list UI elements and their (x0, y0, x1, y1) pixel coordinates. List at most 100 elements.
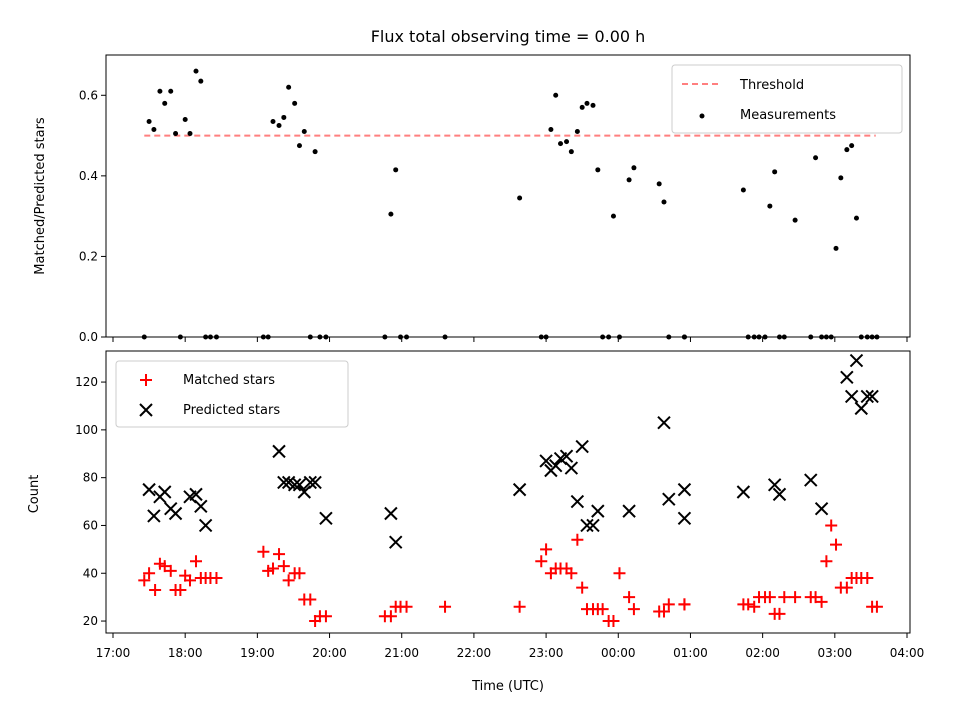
matched-star-point (535, 555, 548, 568)
measurement-point (296, 143, 302, 149)
top-y-tick-label: 0.4 (79, 169, 98, 183)
x-tick-label: 01:00 (673, 646, 708, 660)
x-tick-label: 02:00 (745, 646, 780, 660)
legend-predicted-swatch (139, 403, 153, 417)
predicted-star-point (158, 485, 172, 499)
measurement-point (517, 195, 523, 201)
x-tick-label: 00:00 (601, 646, 636, 660)
predicted-star-point (297, 485, 311, 499)
predicted-star-point (292, 478, 307, 492)
measurement-point (849, 143, 855, 149)
matched-star-point (267, 562, 280, 575)
predicted-star-point (287, 478, 302, 492)
measurement-point (833, 245, 839, 251)
measurement-point (276, 123, 282, 128)
measurement-point (548, 127, 554, 133)
matched-star-point (158, 560, 171, 573)
x-tick-label: 17:00 (96, 646, 131, 660)
measurement-point (558, 141, 564, 147)
matched-star-point (763, 591, 776, 604)
predicted-star-point (814, 502, 829, 516)
predicted-star-point (319, 511, 333, 525)
matched-star-point (861, 572, 874, 585)
measurement-point (813, 155, 819, 161)
measurement-point (568, 149, 574, 155)
legend-measurements-label: Measurements (740, 108, 836, 123)
x-tick-label: 19:00 (240, 646, 275, 660)
measurement-point (656, 181, 662, 187)
measurement-point (838, 175, 844, 181)
measurement-point (286, 84, 292, 90)
measurement-point (740, 187, 746, 193)
predicted-star-point (804, 473, 818, 487)
legend-threshold-label: Threshold (739, 78, 804, 93)
predicted-star-point (570, 494, 585, 509)
matched-star-point (164, 564, 177, 577)
matched-star-point (293, 567, 306, 580)
predicted-star-point (308, 475, 322, 490)
x-tick-label: 21:00 (384, 646, 419, 660)
matched-star-point (571, 533, 584, 546)
predicted-star-point (549, 459, 563, 473)
predicted-star-point (580, 518, 594, 533)
measurement-point (590, 102, 596, 108)
measurement-point (198, 78, 204, 84)
measurement-point (312, 149, 318, 155)
top-plot-area (141, 68, 880, 340)
matched-star-point (174, 583, 187, 596)
top-x-ticks (112, 337, 908, 342)
matched-star-point (678, 598, 691, 611)
chart-title: Flux total observing time = 0.00 h (371, 27, 646, 46)
legend-measurements-swatch (699, 113, 705, 119)
predicted-star-point (736, 485, 751, 499)
measurement-point (146, 118, 152, 124)
measurement-point (844, 147, 850, 153)
measurement-point (584, 100, 590, 106)
predicted-star-point (677, 482, 692, 497)
bottom-y-tick-label: 100 (75, 423, 98, 437)
measurement-point (393, 167, 399, 173)
predicted-star-point (844, 389, 859, 404)
matched-star-point (748, 600, 761, 613)
predicted-star-point (657, 415, 671, 430)
matched-star-point (607, 615, 620, 628)
measurement-point (595, 167, 601, 173)
top-y-tick-label: 0.6 (79, 88, 98, 102)
top-panel: Flux total observing time = 0.00 h 0.0 0.… (33, 27, 911, 344)
bottom-legend: Matched stars Predicted stars (115, 360, 349, 428)
predicted-star-point (586, 518, 600, 533)
bottom-plot-frame (105, 350, 911, 634)
top-plot-frame (105, 54, 911, 338)
measurement-point (661, 199, 667, 205)
bottom-x-ticks: 17:00 18:00 19:00 20:00 21:00 22:00 23:00 00:00… (96, 633, 924, 660)
measurement-point (579, 104, 585, 110)
matched-star-point (662, 598, 675, 611)
predicted-star-point (849, 353, 864, 368)
matched-star-point (149, 583, 162, 596)
measurement-point (626, 177, 632, 183)
matched-star-point (809, 591, 822, 604)
predicted-star-point (277, 475, 291, 490)
measurement-point (270, 118, 276, 124)
matched-star-point (623, 591, 636, 604)
x-tick-label: 23:00 (529, 646, 564, 660)
measurement-point (168, 88, 174, 94)
matched-star-point (138, 574, 151, 587)
matched-star-point (830, 538, 843, 551)
matched-star-point (439, 600, 452, 613)
matched-star-point (183, 574, 196, 587)
matched-star-point (657, 605, 670, 618)
matched-star-point (613, 567, 626, 580)
legend-predicted-label: Predicted stars (183, 403, 280, 418)
matched-star-point (778, 591, 791, 604)
matched-star-point (742, 598, 755, 611)
matched-star-point (576, 581, 589, 594)
bottom-plot-area (138, 353, 883, 628)
predicted-star-point (840, 370, 854, 384)
top-y-tick-label: 0.0 (79, 330, 98, 344)
bottom-y-tick-label: 60 (83, 518, 98, 532)
measurement-point (173, 131, 179, 137)
top-y-ticks: 0.0 0.2 0.4 0.6 (79, 88, 106, 344)
predicted-star-point (622, 504, 636, 518)
